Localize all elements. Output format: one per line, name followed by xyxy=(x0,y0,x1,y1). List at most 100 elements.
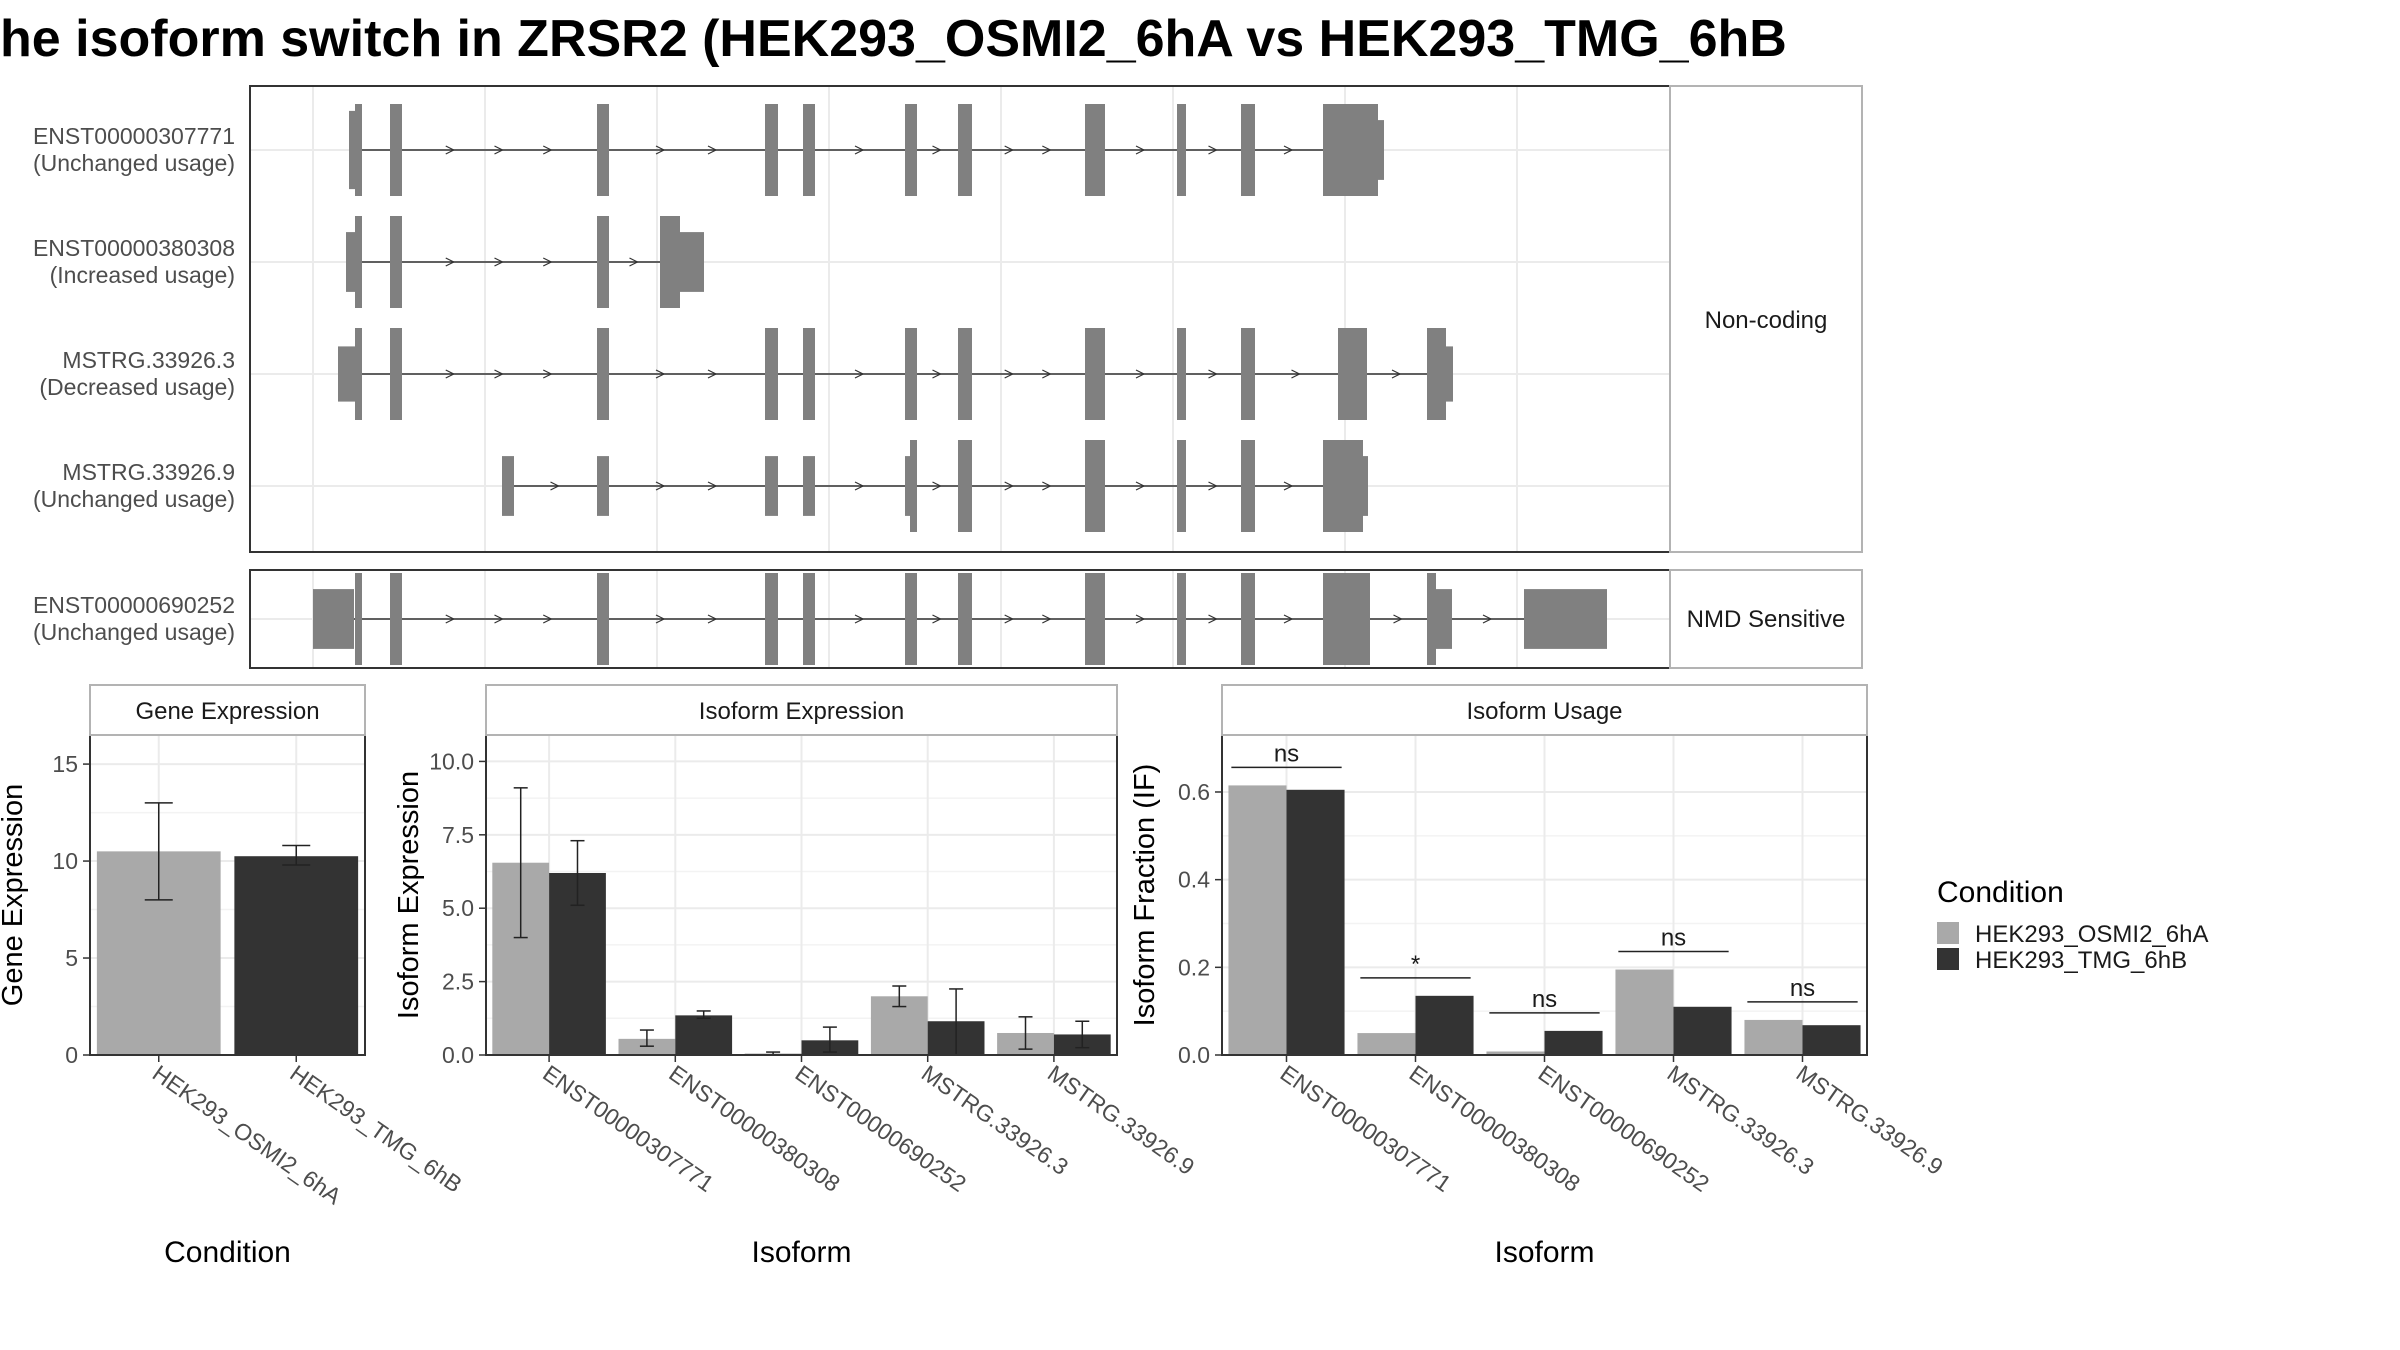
exon-block xyxy=(1085,440,1105,532)
strand-arrow xyxy=(1208,145,1218,155)
strand-arrow xyxy=(1042,369,1052,379)
exon-block xyxy=(355,573,362,665)
panel-strip-title: Gene Expression xyxy=(135,698,319,725)
exon-block xyxy=(803,573,815,665)
strand-arrow xyxy=(1393,614,1403,624)
y-tick-label: 0.0 xyxy=(442,1042,474,1068)
strand-arrow xyxy=(1283,614,1294,624)
strand-arrow xyxy=(1291,369,1301,379)
exon-block xyxy=(680,232,704,292)
panel-strip xyxy=(89,684,366,736)
strand-arrow xyxy=(1283,481,1294,491)
y-tick-label: 0.0 xyxy=(1178,1042,1210,1068)
exon-block xyxy=(910,440,917,532)
strand-arrow xyxy=(1135,369,1146,379)
strand-arrow xyxy=(655,145,666,155)
strand-arrow xyxy=(932,369,942,379)
bar xyxy=(1802,1025,1861,1055)
exon-block xyxy=(1338,328,1367,420)
transcript-usage-label: (Unchanged usage) xyxy=(33,619,235,645)
exon-block xyxy=(1177,328,1186,420)
bar xyxy=(234,856,359,1055)
exon-block xyxy=(355,328,362,420)
y-axis-label: Gene Expression xyxy=(0,784,29,1006)
exon-block xyxy=(1177,104,1186,196)
strand-arrow xyxy=(494,614,504,624)
strand-arrow xyxy=(655,369,666,379)
strand-arrow xyxy=(707,481,718,491)
bar xyxy=(675,1015,733,1055)
exon-block xyxy=(597,104,609,196)
transcript-structure-panel: ENST00000307771(Unchanged usage)ENST0000… xyxy=(33,85,1863,669)
strand-arrow xyxy=(1135,145,1146,155)
y-tick-label: 15 xyxy=(52,751,78,777)
significance-label: * xyxy=(1411,951,1420,978)
exon-block xyxy=(346,232,356,292)
bar xyxy=(1228,785,1287,1055)
exon-block xyxy=(1427,573,1436,665)
exon-block xyxy=(1363,456,1368,516)
legend-swatch xyxy=(1937,948,1959,970)
strand-arrow xyxy=(445,614,456,624)
exon-block xyxy=(958,573,972,665)
y-axis-label: Isoform Expression xyxy=(393,771,425,1019)
exon-block xyxy=(1323,573,1370,665)
exon-block xyxy=(1436,589,1452,649)
strand-arrow xyxy=(854,614,865,624)
exon-block xyxy=(1177,440,1186,532)
transcript-id-label: ENST00000690252 xyxy=(33,592,235,618)
legend-label: HEK293_TMG_6hB xyxy=(1975,947,2187,974)
transcript-id-label: MSTRG.33926.9 xyxy=(62,459,235,485)
exon-block xyxy=(1524,589,1607,649)
panel-strip xyxy=(485,684,1118,736)
exon-block xyxy=(1241,104,1255,196)
y-tick-label: 10.0 xyxy=(429,748,474,774)
strand-arrow xyxy=(494,369,504,379)
strand-arrow xyxy=(1391,369,1402,379)
strand-arrow xyxy=(854,481,865,491)
transcript-id-label: MSTRG.33926.3 xyxy=(62,347,235,373)
exon-block xyxy=(765,573,778,665)
strand-arrow xyxy=(1208,369,1218,379)
strand-arrow xyxy=(655,481,666,491)
exon-block xyxy=(958,104,972,196)
strand-arrow xyxy=(1482,614,1493,624)
facet-strip xyxy=(1669,85,1863,553)
legend-swatch xyxy=(1937,922,1959,944)
exon-block xyxy=(1241,328,1255,420)
exon-block xyxy=(349,110,356,190)
significance-label: ns xyxy=(1532,986,1557,1013)
x-axis-label: Isoform xyxy=(751,1236,851,1269)
figure-title: he isoform switch in ZRSR2 (HEK293_OSMI2… xyxy=(0,10,1787,68)
exon-block xyxy=(905,456,911,516)
strand-arrow xyxy=(1208,481,1218,491)
bar xyxy=(1286,789,1345,1055)
facet-strip xyxy=(1669,569,1863,669)
exon-block xyxy=(803,104,815,196)
strand-arrow xyxy=(854,145,865,155)
y-tick-label: 0.2 xyxy=(1178,954,1210,980)
strand-arrow xyxy=(494,257,504,267)
exon-block xyxy=(905,328,917,420)
strand-arrow xyxy=(445,369,456,379)
exon-block xyxy=(1177,573,1186,665)
strand-arrow xyxy=(707,369,718,379)
panel-strip xyxy=(1221,684,1868,736)
exon-block xyxy=(765,456,778,516)
exon-block xyxy=(390,216,402,308)
strand-arrow xyxy=(1135,481,1146,491)
exon-block xyxy=(597,328,609,420)
exon-block xyxy=(958,440,972,532)
transcript-id-label: ENST00000380308 xyxy=(33,235,235,261)
exon-block xyxy=(905,104,917,196)
transcript-usage-label: (Unchanged usage) xyxy=(33,486,235,512)
bar xyxy=(1544,1030,1603,1055)
bar xyxy=(1486,1051,1545,1055)
y-tick-label: 2.5 xyxy=(442,969,474,995)
strand-arrow xyxy=(1042,481,1052,491)
panel-strip-title: Isoform Usage xyxy=(1466,698,1622,725)
strand-arrow xyxy=(1042,145,1052,155)
strand-arrow xyxy=(1004,145,1015,155)
strand-arrow xyxy=(707,614,718,624)
